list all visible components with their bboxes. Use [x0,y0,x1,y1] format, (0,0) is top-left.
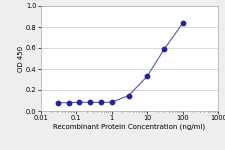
Point [88,101,92,104]
Point [99,101,103,104]
Point [181,22,184,24]
Point [67,102,71,104]
Y-axis label: OD 450: OD 450 [18,45,24,72]
X-axis label: Recombinant Protein Concentration (ng/ml): Recombinant Protein Concentration (ng/ml… [53,123,205,130]
Point [145,75,149,78]
Point [78,101,81,104]
Point [162,48,166,50]
Point [110,101,113,104]
Point [56,102,60,104]
Point [127,94,130,97]
